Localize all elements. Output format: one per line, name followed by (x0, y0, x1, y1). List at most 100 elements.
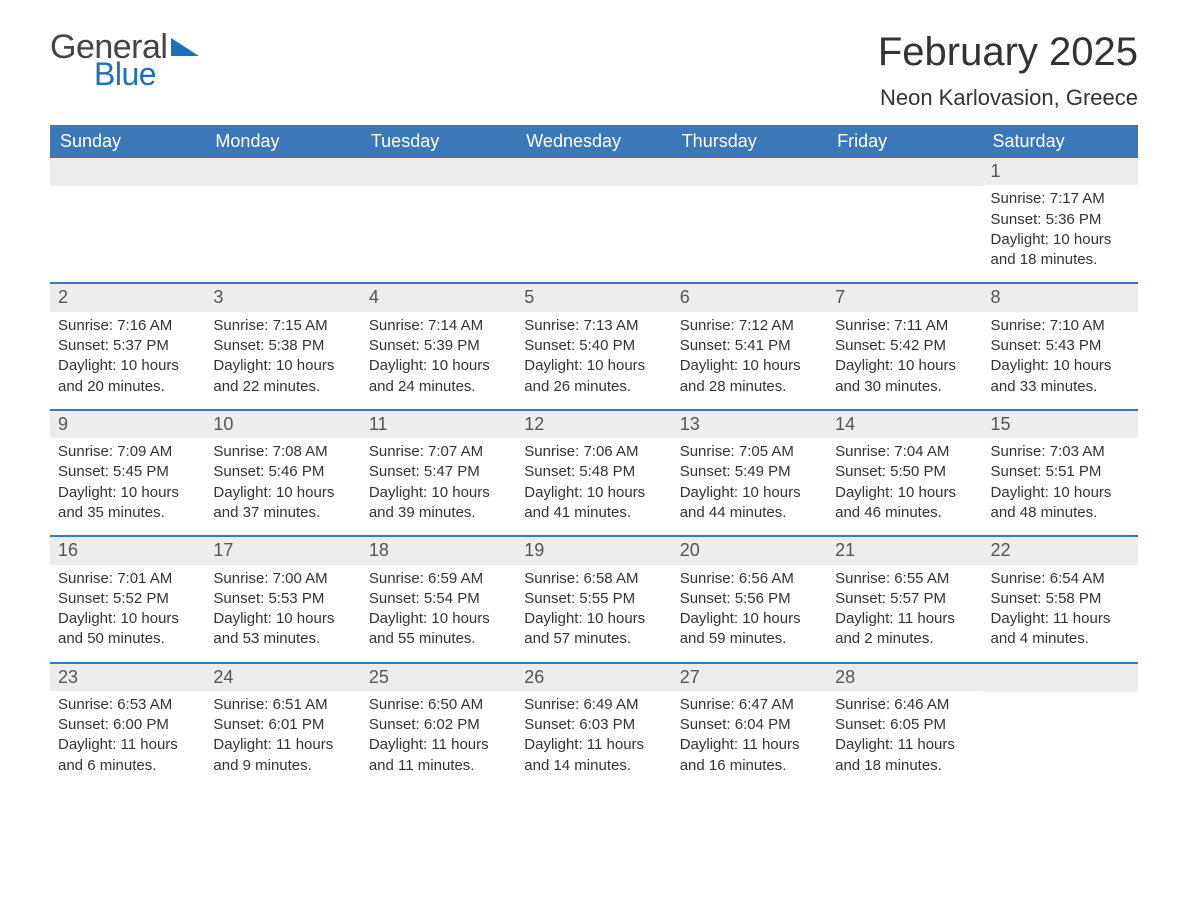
daylight-text: Daylight: 10 hours and 28 minutes. (680, 356, 819, 397)
calendar-day (50, 158, 205, 278)
weekday-header: Sunday (50, 125, 205, 158)
month-title: February 2025 (878, 30, 1138, 75)
day-number: 18 (361, 537, 516, 564)
sunset-text: Sunset: 5:37 PM (58, 336, 197, 356)
daylight-text: Daylight: 11 hours and 14 minutes. (524, 735, 663, 776)
day-details: Sunrise: 6:58 AMSunset: 5:55 PMDaylight:… (516, 565, 671, 658)
weekday-header-row: Sunday Monday Tuesday Wednesday Thursday… (50, 125, 1138, 158)
sunset-text: Sunset: 5:51 PM (991, 462, 1130, 482)
sunrise-text: Sunrise: 7:07 AM (369, 442, 508, 462)
daylight-text: Daylight: 10 hours and 26 minutes. (524, 356, 663, 397)
day-number: 14 (827, 411, 982, 438)
day-details: Sunrise: 7:11 AMSunset: 5:42 PMDaylight:… (827, 312, 982, 405)
sunrise-text: Sunrise: 6:55 AM (835, 569, 974, 589)
sunrise-text: Sunrise: 7:03 AM (991, 442, 1130, 462)
calendar-day: 19Sunrise: 6:58 AMSunset: 5:55 PMDayligh… (516, 537, 671, 657)
sunrise-text: Sunrise: 7:08 AM (213, 442, 352, 462)
weekday-header: Tuesday (361, 125, 516, 158)
sunrise-text: Sunrise: 6:51 AM (213, 695, 352, 715)
weekday-header: Friday (827, 125, 982, 158)
sunrise-text: Sunrise: 6:47 AM (680, 695, 819, 715)
calendar-day: 2Sunrise: 7:16 AMSunset: 5:37 PMDaylight… (50, 284, 205, 404)
calendar-day: 4Sunrise: 7:14 AMSunset: 5:39 PMDaylight… (361, 284, 516, 404)
day-number: 22 (983, 537, 1138, 564)
day-details: Sunrise: 6:47 AMSunset: 6:04 PMDaylight:… (672, 691, 827, 784)
calendar-day: 3Sunrise: 7:15 AMSunset: 5:38 PMDaylight… (205, 284, 360, 404)
sunrise-text: Sunrise: 6:58 AM (524, 569, 663, 589)
day-number: 2 (50, 284, 205, 311)
daylight-text: Daylight: 10 hours and 37 minutes. (213, 483, 352, 524)
week-row: 23Sunrise: 6:53 AMSunset: 6:00 PMDayligh… (50, 662, 1138, 784)
day-number: 28 (827, 664, 982, 691)
daylight-text: Daylight: 10 hours and 48 minutes. (991, 483, 1130, 524)
sunrise-text: Sunrise: 7:12 AM (680, 316, 819, 336)
daylight-text: Daylight: 11 hours and 9 minutes. (213, 735, 352, 776)
sunset-text: Sunset: 5:49 PM (680, 462, 819, 482)
sunrise-text: Sunrise: 7:13 AM (524, 316, 663, 336)
daylight-text: Daylight: 11 hours and 18 minutes. (835, 735, 974, 776)
day-number (672, 158, 827, 186)
day-details: Sunrise: 7:03 AMSunset: 5:51 PMDaylight:… (983, 438, 1138, 531)
calendar-day: 17Sunrise: 7:00 AMSunset: 5:53 PMDayligh… (205, 537, 360, 657)
sunrise-text: Sunrise: 6:54 AM (991, 569, 1130, 589)
weekday-header: Monday (205, 125, 360, 158)
calendar-day: 9Sunrise: 7:09 AMSunset: 5:45 PMDaylight… (50, 411, 205, 531)
day-number: 9 (50, 411, 205, 438)
sunset-text: Sunset: 6:01 PM (213, 715, 352, 735)
day-details: Sunrise: 6:46 AMSunset: 6:05 PMDaylight:… (827, 691, 982, 784)
week-row: 16Sunrise: 7:01 AMSunset: 5:52 PMDayligh… (50, 535, 1138, 657)
day-number: 27 (672, 664, 827, 691)
day-number: 12 (516, 411, 671, 438)
sunset-text: Sunset: 5:40 PM (524, 336, 663, 356)
day-details: Sunrise: 7:00 AMSunset: 5:53 PMDaylight:… (205, 565, 360, 658)
weekday-header: Thursday (672, 125, 827, 158)
calendar-day: 22Sunrise: 6:54 AMSunset: 5:58 PMDayligh… (983, 537, 1138, 657)
sunset-text: Sunset: 5:50 PM (835, 462, 974, 482)
sunset-text: Sunset: 5:46 PM (213, 462, 352, 482)
weekday-header: Saturday (983, 125, 1138, 158)
calendar-day: 23Sunrise: 6:53 AMSunset: 6:00 PMDayligh… (50, 664, 205, 784)
calendar-day: 26Sunrise: 6:49 AMSunset: 6:03 PMDayligh… (516, 664, 671, 784)
daylight-text: Daylight: 11 hours and 6 minutes. (58, 735, 197, 776)
sunrise-text: Sunrise: 7:15 AM (213, 316, 352, 336)
sunrise-text: Sunrise: 7:09 AM (58, 442, 197, 462)
sunset-text: Sunset: 5:39 PM (369, 336, 508, 356)
day-number: 7 (827, 284, 982, 311)
calendar-day: 25Sunrise: 6:50 AMSunset: 6:02 PMDayligh… (361, 664, 516, 784)
day-number (361, 158, 516, 186)
logo-triangle-icon (171, 38, 199, 56)
day-details: Sunrise: 6:59 AMSunset: 5:54 PMDaylight:… (361, 565, 516, 658)
calendar-day (983, 664, 1138, 784)
sunrise-text: Sunrise: 6:53 AM (58, 695, 197, 715)
sunset-text: Sunset: 6:05 PM (835, 715, 974, 735)
day-details: Sunrise: 6:51 AMSunset: 6:01 PMDaylight:… (205, 691, 360, 784)
sunset-text: Sunset: 6:03 PM (524, 715, 663, 735)
sunset-text: Sunset: 6:04 PM (680, 715, 819, 735)
sunset-text: Sunset: 5:57 PM (835, 589, 974, 609)
day-number: 20 (672, 537, 827, 564)
sunset-text: Sunset: 5:45 PM (58, 462, 197, 482)
day-number: 26 (516, 664, 671, 691)
sunset-text: Sunset: 5:38 PM (213, 336, 352, 356)
day-number: 21 (827, 537, 982, 564)
daylight-text: Daylight: 10 hours and 20 minutes. (58, 356, 197, 397)
day-details: Sunrise: 7:15 AMSunset: 5:38 PMDaylight:… (205, 312, 360, 405)
calendar-day (827, 158, 982, 278)
daylight-text: Daylight: 11 hours and 11 minutes. (369, 735, 508, 776)
calendar-day: 12Sunrise: 7:06 AMSunset: 5:48 PMDayligh… (516, 411, 671, 531)
calendar: Sunday Monday Tuesday Wednesday Thursday… (50, 125, 1138, 784)
daylight-text: Daylight: 10 hours and 46 minutes. (835, 483, 974, 524)
sunset-text: Sunset: 5:53 PM (213, 589, 352, 609)
calendar-day: 13Sunrise: 7:05 AMSunset: 5:49 PMDayligh… (672, 411, 827, 531)
day-number: 25 (361, 664, 516, 691)
day-details: Sunrise: 7:08 AMSunset: 5:46 PMDaylight:… (205, 438, 360, 531)
day-details: Sunrise: 7:12 AMSunset: 5:41 PMDaylight:… (672, 312, 827, 405)
day-details: Sunrise: 7:13 AMSunset: 5:40 PMDaylight:… (516, 312, 671, 405)
calendar-day: 16Sunrise: 7:01 AMSunset: 5:52 PMDayligh… (50, 537, 205, 657)
day-details: Sunrise: 7:04 AMSunset: 5:50 PMDaylight:… (827, 438, 982, 531)
location-label: Neon Karlovasion, Greece (878, 85, 1138, 111)
daylight-text: Daylight: 10 hours and 30 minutes. (835, 356, 974, 397)
calendar-day: 11Sunrise: 7:07 AMSunset: 5:47 PMDayligh… (361, 411, 516, 531)
sunrise-text: Sunrise: 7:17 AM (991, 189, 1130, 209)
day-number: 8 (983, 284, 1138, 311)
